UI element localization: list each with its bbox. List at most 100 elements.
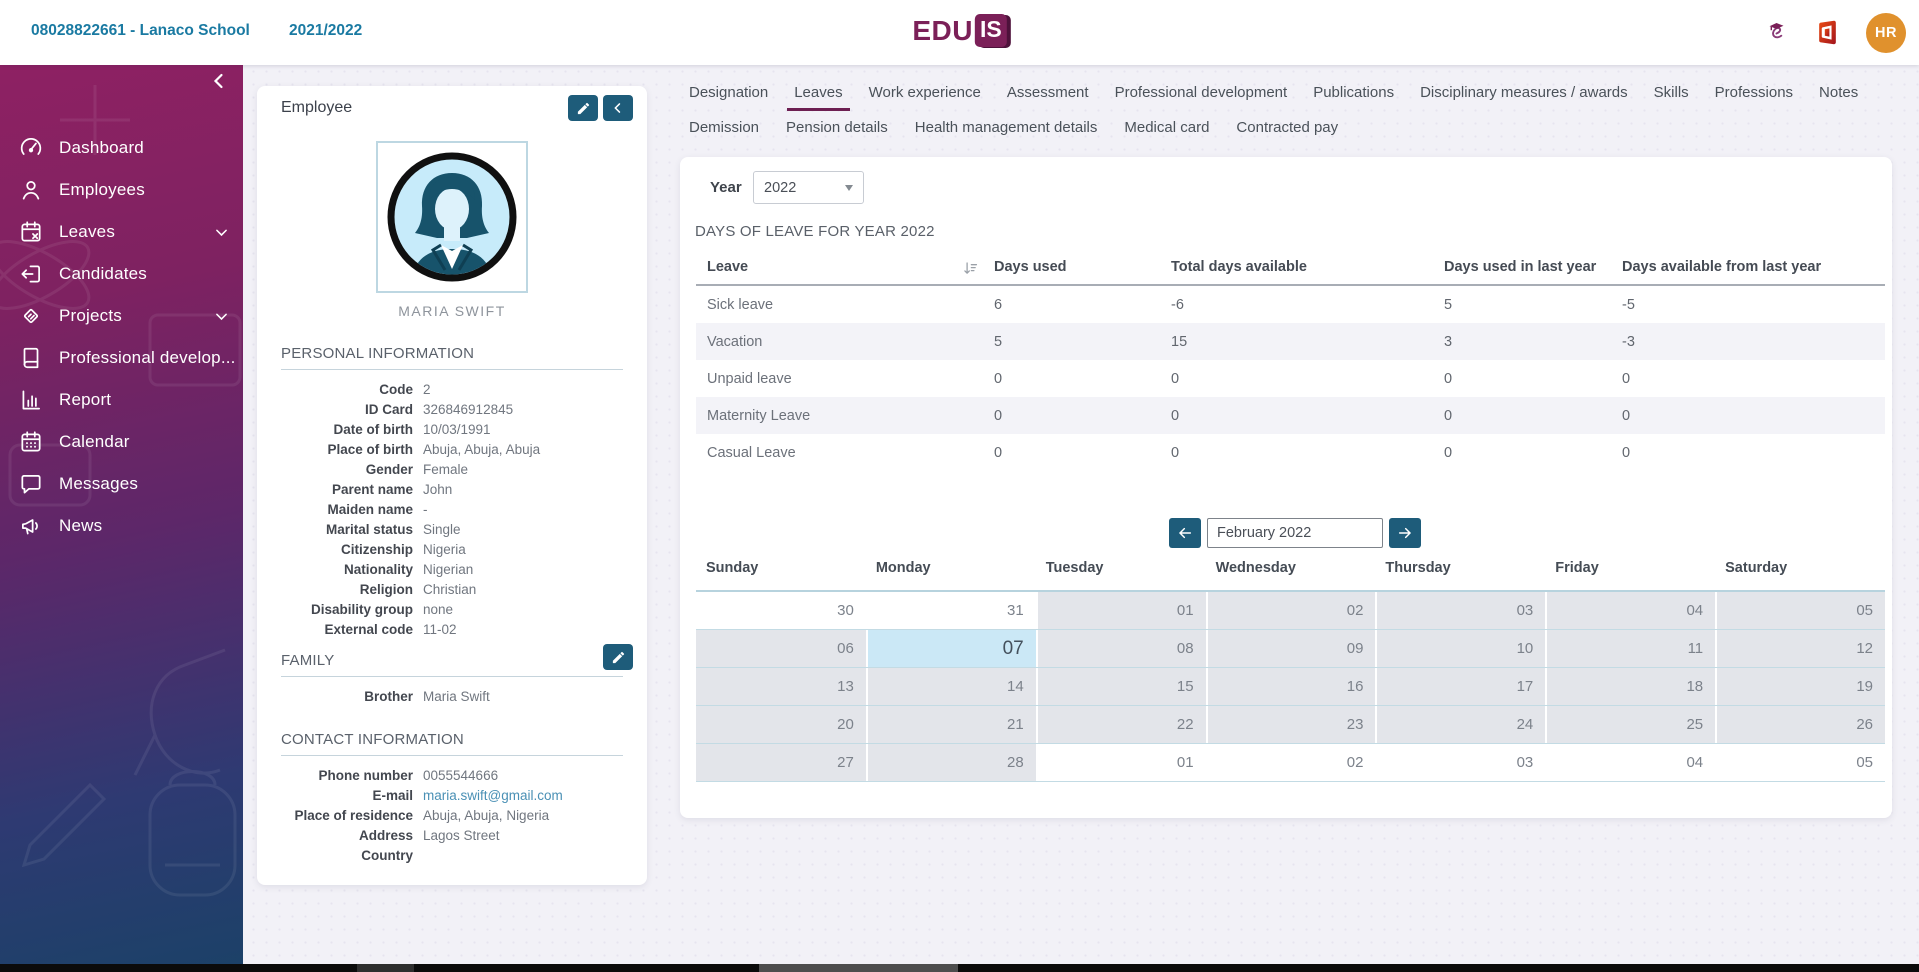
leave-row-casual-leave[interactable]: Casual Leave 0 0 0 0 [696,434,1885,471]
previous-month-button[interactable] [1169,518,1201,548]
scrollbar-thumb[interactable] [759,964,958,972]
tab-work-experience[interactable]: Work experience [868,84,981,101]
tab-pension-details[interactable]: Pension details [786,119,888,136]
sidebar-item-professional-develop[interactable]: Professional develop... [0,337,243,379]
leave-value: 0 [1171,371,1180,387]
leave-row-maternity-leave[interactable]: Maternity Leave 0 0 0 0 [696,397,1885,434]
leave-row-unpaid-leave[interactable]: Unpaid leave 0 0 0 0 [696,360,1885,397]
field-label: External code [324,622,413,637]
calendar-day[interactable]: 03 [1375,592,1546,629]
leaves-icon [18,219,44,245]
leave-row-sick-leave[interactable]: Sick leave 6 -6 5 -5 [696,286,1885,323]
calendar-day[interactable]: 26 [1715,706,1885,743]
tab-leaves[interactable]: Leaves [787,84,851,111]
tab-assessment[interactable]: Assessment [1006,84,1089,101]
field-value: 0055544666 [423,768,499,783]
calendar-day[interactable]: 05 [1715,744,1885,781]
scrollbar-segment [357,964,414,972]
chevron-down-icon[interactable] [213,308,230,325]
sidebar-item-leaves[interactable]: Leaves [0,211,243,253]
edit-family-button[interactable] [603,644,633,670]
column-header-leave[interactable]: Leave [707,259,749,275]
calendar-day[interactable]: 22 [1035,706,1206,743]
tab-disciplinary-measures-awards[interactable]: Disciplinary measures / awards [1420,84,1628,101]
month-input[interactable] [1207,518,1383,548]
calendar-day[interactable]: 08 [1035,630,1206,667]
calendar-day[interactable]: 18 [1545,668,1716,705]
sidebar-item-news[interactable]: News [0,505,243,547]
tab-health-management-details[interactable]: Health management details [914,119,1098,136]
chevron-down-icon[interactable] [213,224,230,241]
field-value: - [423,502,428,517]
graduation-cap-logo-icon[interactable] [1762,19,1789,46]
calendar-day[interactable]: 01 [1035,744,1206,781]
calendar-day[interactable]: 04 [1545,744,1716,781]
calendar-day[interactable]: 20 [696,706,866,743]
calendar-day-selected[interactable]: 07 [865,630,1036,667]
calendar-day[interactable]: 19 [1715,668,1885,705]
sidebar-item-report[interactable]: Report [0,379,243,421]
sidebar-item-calendar[interactable]: Calendar [0,421,243,463]
calendar-day[interactable]: 10 [1375,630,1546,667]
tab-skills[interactable]: Skills [1653,84,1689,101]
calendar-day[interactable]: 09 [1205,630,1376,667]
tab-publications[interactable]: Publications [1313,84,1395,101]
tab-designation[interactable]: Designation [689,84,769,101]
calendar-day[interactable]: 28 [865,744,1036,781]
leave-value: 0 [1171,408,1180,424]
calendar-day[interactable]: 11 [1545,630,1716,667]
calendar-day[interactable]: 31 [865,592,1036,629]
collapse-panel-button[interactable] [603,95,633,121]
calendar-day[interactable]: 02 [1205,592,1376,629]
calendar-day[interactable]: 05 [1715,592,1885,629]
calendar-day[interactable]: 16 [1205,668,1376,705]
sidebar-item-employees[interactable]: Employees [0,169,243,211]
edit-employee-button[interactable] [568,95,598,121]
horizontal-scrollbar[interactable] [0,964,1919,972]
tab-contracted-pay[interactable]: Contracted pay [1236,119,1339,136]
sidebar-item-projects[interactable]: Projects [0,295,243,337]
tab-professional-development[interactable]: Professional development [1114,84,1288,101]
office-suite-icon[interactable] [1814,19,1841,46]
field-label: Marital status [325,522,413,537]
sidebar-item-messages[interactable]: Messages [0,463,243,505]
calendar-day[interactable]: 15 [1035,668,1206,705]
school-year-selector[interactable]: 2021/2022 [289,22,363,39]
field-label: Parent name [331,482,413,497]
leave-row-vacation[interactable]: Vacation 5 15 3 -3 [696,323,1885,360]
sidebar-collapse-icon[interactable] [209,71,229,91]
email-link[interactable]: maria.swift@gmail.com [423,788,563,803]
calendar-day[interactable]: 12 [1715,630,1885,667]
calendar-day[interactable]: 14 [865,668,1036,705]
tab-notes[interactable]: Notes [1819,84,1859,101]
calendar-day[interactable]: 17 [1375,668,1546,705]
sidebar-item-candidates[interactable]: Candidates [0,253,243,295]
year-select[interactable]: 2022 [753,171,864,204]
field-value: 11-02 [423,622,457,637]
tab-professions[interactable]: Professions [1714,84,1794,101]
sidebar-item-label: Professional develop... [59,348,236,367]
field-value: Abuja, Abuja, Abuja [423,442,541,457]
employee-photo[interactable] [376,141,528,293]
calendar-day[interactable]: 25 [1545,706,1716,743]
sidebar-item-dashboard[interactable]: Dashboard [0,127,243,169]
calendar-day[interactable]: 30 [696,592,866,629]
field-row-country: Country [281,846,623,866]
calendar-day[interactable]: 01 [1035,592,1206,629]
tab-demission[interactable]: Demission [689,119,760,136]
calendar-day[interactable]: 27 [696,744,866,781]
news-icon [18,513,44,539]
calendar-day[interactable]: 23 [1205,706,1376,743]
user-avatar[interactable]: HR [1866,12,1906,53]
calendar-day[interactable]: 06 [696,630,866,667]
next-month-button[interactable] [1389,518,1421,548]
calendar-day[interactable]: 13 [696,668,866,705]
calendar-day[interactable]: 04 [1545,592,1716,629]
sort-icon[interactable] [962,260,980,278]
calendar-day[interactable]: 24 [1375,706,1546,743]
school-selector[interactable]: 08028822661 - Lanaco School [31,22,250,39]
calendar-day[interactable]: 02 [1205,744,1376,781]
calendar-day[interactable]: 03 [1375,744,1546,781]
calendar-day[interactable]: 21 [865,706,1036,743]
tab-medical-card[interactable]: Medical card [1124,119,1210,136]
